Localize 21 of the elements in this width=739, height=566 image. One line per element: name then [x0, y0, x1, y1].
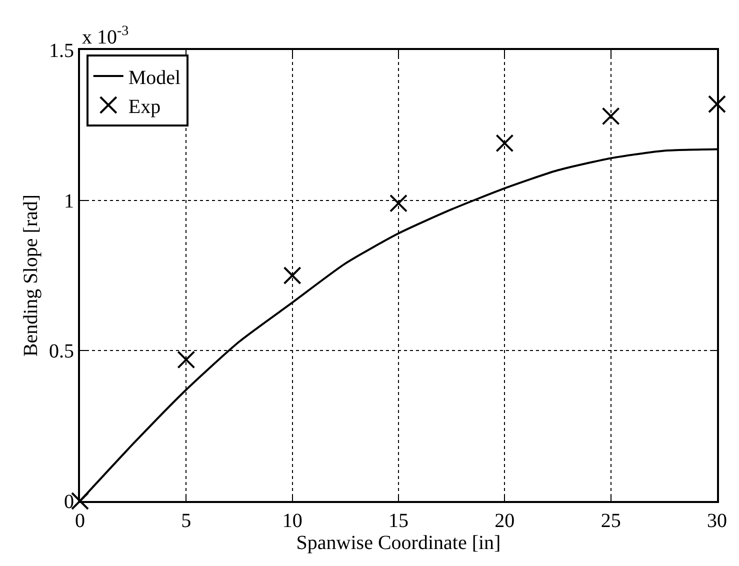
y-tick-label: 1 — [64, 190, 74, 212]
legend-label: Model — [128, 66, 182, 89]
x-tick-label: 10 — [282, 510, 302, 532]
y-axis-title: Bending Slope [rad] — [20, 194, 42, 357]
y-tick-label: 0 — [64, 491, 74, 513]
x-tick-label: 30 — [707, 510, 727, 532]
text: x 10$^{-3}$ — [82, 24, 129, 48]
point — [708, 95, 726, 114]
point — [177, 350, 196, 369]
point — [602, 107, 620, 126]
point — [496, 134, 514, 152]
y-tick-label: 1.5 — [49, 40, 74, 62]
y-tick-label: 0.5 — [49, 340, 74, 363]
x-tick-label: 20 — [494, 510, 515, 532]
x-tick-label: 25 — [600, 510, 621, 532]
point — [283, 266, 302, 284]
point — [390, 194, 408, 212]
x-tick-label: 15 — [388, 510, 408, 532]
x-tick-label: 5 — [181, 510, 192, 532]
legend-label: Exp — [128, 96, 161, 118]
x-axis-title: Spanwise Coordinate [in] — [296, 532, 501, 554]
